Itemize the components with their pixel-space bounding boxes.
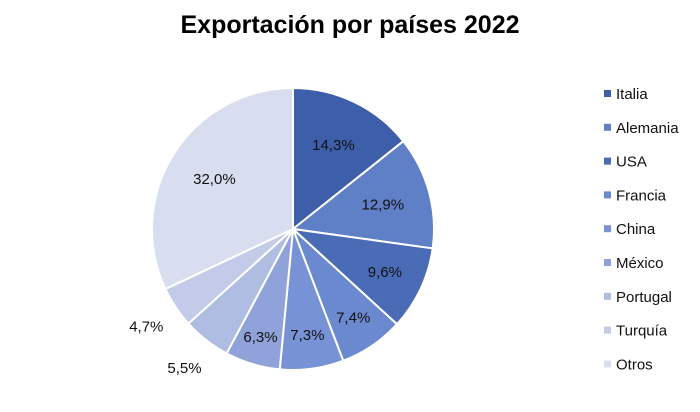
legend-swatch-francia (604, 191, 611, 199)
pie-slice-alemania (290, 139, 436, 250)
data-labels: 14,3% 12,9% 9,6% 7,4% 7,3% 6,3% 5,5% 4,7% 32,0% (129, 137, 404, 377)
pie-slice-usa (289, 227, 434, 326)
legend-swatch-usa (604, 157, 611, 165)
chart-title: Exportación por países 2022 (180, 11, 519, 39)
legend-label-china: China (616, 221, 656, 238)
data-label-méxico: 6,3% (243, 329, 277, 346)
legend: Italia Alemania USA Francia China México Portu… (604, 86, 679, 373)
data-label-francia: 7,4% (336, 310, 370, 327)
legend-swatch-portugal (604, 292, 611, 300)
legend-swatch-méxico (604, 259, 611, 266)
data-label-otros: 32,0% (193, 171, 236, 188)
data-label-turquía: 4,7% (129, 319, 163, 336)
data-label-alemania: 12,9% (362, 196, 405, 213)
legend-swatch-china (604, 225, 611, 233)
data-label-portugal: 5,5% (167, 360, 201, 377)
pie-slices (151, 86, 436, 371)
legend-label-turquía: Turquía (616, 323, 668, 340)
data-label-italia: 14,3% (312, 137, 355, 154)
legend-swatch-italia (604, 90, 611, 97)
legend-label-italia: Italia (616, 86, 648, 103)
data-label-china: 7,3% (290, 327, 324, 344)
pie-slice-italia (292, 86, 405, 232)
legend-label-otros: Otros (616, 356, 653, 373)
pie-slice-otros (151, 86, 294, 291)
legend-label-usa: USA (616, 154, 647, 171)
legend-label-portugal: Portugal (616, 289, 672, 306)
legend-swatch-alemania (604, 123, 611, 131)
legend-swatch-otros (604, 360, 611, 368)
legend-swatch-turquía (604, 326, 611, 334)
legend-label-méxico: México (616, 255, 664, 272)
data-label-usa: 9,6% (368, 264, 402, 281)
legend-label-francia: Francia (616, 187, 667, 204)
legend-label-alemania: Alemania (616, 120, 679, 137)
